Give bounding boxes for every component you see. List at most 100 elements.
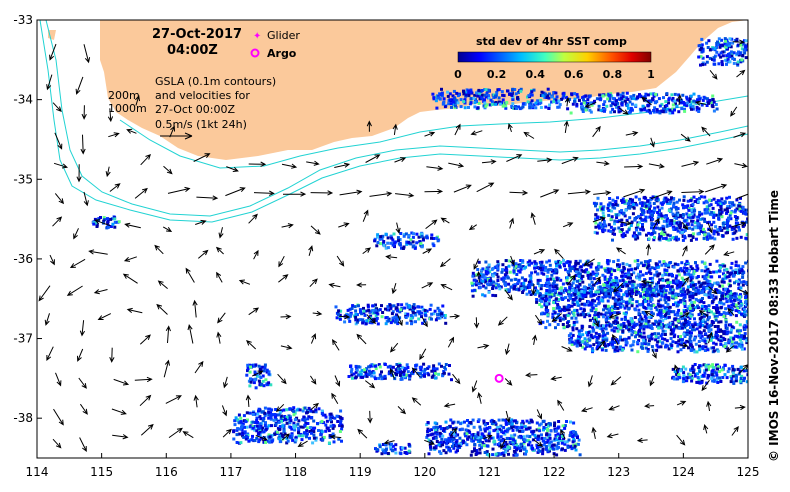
sst-cell bbox=[512, 270, 516, 274]
sst-cell bbox=[504, 106, 508, 110]
sst-cell bbox=[366, 303, 370, 307]
sst-cell bbox=[530, 261, 534, 265]
sst-cell bbox=[559, 278, 563, 282]
sst-cell bbox=[614, 299, 618, 303]
sst-cell bbox=[482, 284, 486, 288]
sst-cell bbox=[282, 429, 286, 433]
sst-cell bbox=[659, 313, 662, 317]
sst-cell bbox=[614, 203, 618, 206]
sst-cell bbox=[348, 307, 352, 311]
sst-cell bbox=[632, 93, 636, 97]
sst-cell bbox=[732, 302, 736, 306]
sst-cell bbox=[489, 98, 493, 102]
sst-cell bbox=[668, 261, 672, 265]
sst-cell bbox=[279, 414, 283, 418]
sst-cell bbox=[366, 305, 370, 309]
sst-cell bbox=[651, 348, 655, 352]
sst-cell bbox=[638, 197, 641, 201]
sst-cell bbox=[656, 336, 660, 340]
sst-cell bbox=[690, 197, 694, 200]
sst-cell bbox=[671, 294, 675, 298]
sst-cell bbox=[698, 364, 702, 368]
sst-cell bbox=[692, 338, 696, 342]
sst-cell bbox=[624, 199, 628, 203]
sst-cell bbox=[725, 226, 729, 230]
sst-cell bbox=[659, 298, 663, 302]
sst-cell bbox=[691, 370, 695, 374]
sst-cell bbox=[496, 267, 500, 271]
sst-cell bbox=[239, 441, 243, 445]
sst-cell bbox=[737, 264, 741, 268]
sst-cell bbox=[285, 421, 289, 425]
sst-cell bbox=[375, 316, 379, 320]
sst-cell bbox=[639, 326, 642, 330]
sst-cell bbox=[745, 341, 748, 345]
sst-cell bbox=[640, 317, 644, 321]
sst-cell bbox=[669, 346, 673, 350]
sst-cell bbox=[729, 330, 733, 334]
sst-cell bbox=[643, 293, 647, 297]
sst-cell bbox=[617, 219, 621, 223]
sst-cell bbox=[740, 345, 744, 349]
sst-cell bbox=[574, 296, 578, 300]
sst-cell bbox=[497, 88, 501, 92]
sst-cell bbox=[234, 416, 238, 420]
sst-cell bbox=[293, 418, 297, 422]
sst-cell bbox=[661, 291, 665, 295]
sst-cell bbox=[528, 106, 532, 110]
sst-cell bbox=[653, 322, 656, 326]
sst-cell bbox=[691, 294, 695, 298]
sst-cell bbox=[724, 292, 728, 296]
sst-cell bbox=[731, 57, 735, 60]
sst-cell bbox=[707, 315, 711, 319]
sst-cell bbox=[490, 103, 494, 106]
sst-cell bbox=[667, 209, 671, 213]
sst-cell bbox=[608, 197, 612, 200]
sst-cell bbox=[250, 438, 254, 442]
sst-cell bbox=[712, 109, 716, 113]
sst-cell bbox=[700, 37, 704, 41]
sst-cell bbox=[697, 97, 701, 101]
sst-cell bbox=[680, 107, 684, 111]
sst-cell bbox=[693, 226, 697, 230]
sst-cell bbox=[577, 294, 581, 297]
sst-cell bbox=[655, 282, 659, 286]
sst-cell bbox=[699, 217, 702, 221]
sst-cell bbox=[501, 98, 505, 102]
sst-cell bbox=[286, 439, 290, 443]
sst-cell bbox=[725, 275, 729, 279]
sst-cell bbox=[746, 217, 748, 221]
sst-cell bbox=[660, 109, 664, 113]
sst-cell bbox=[661, 319, 665, 323]
sst-cell bbox=[685, 101, 689, 105]
sst-cell bbox=[690, 107, 693, 111]
sst-cell bbox=[487, 94, 490, 98]
sst-cell bbox=[306, 422, 310, 425]
sst-cell bbox=[672, 265, 676, 269]
sst-cell bbox=[733, 281, 736, 285]
sst-cell bbox=[528, 282, 531, 286]
sst-cell bbox=[246, 434, 250, 438]
sst-cell bbox=[551, 277, 555, 281]
sst-cell bbox=[575, 104, 579, 108]
sst-cell bbox=[289, 419, 293, 423]
sst-cell bbox=[671, 320, 675, 324]
sst-cell bbox=[707, 39, 711, 43]
sst-cell bbox=[405, 363, 409, 367]
sst-cell bbox=[431, 374, 435, 378]
sst-cell bbox=[568, 297, 572, 301]
sst-cell bbox=[443, 314, 447, 317]
sst-cell bbox=[544, 326, 548, 330]
sst-cell bbox=[630, 273, 633, 277]
sst-cell bbox=[408, 307, 412, 311]
sst-cell bbox=[330, 414, 334, 418]
sst-cell bbox=[257, 407, 261, 411]
sst-cell bbox=[687, 269, 691, 273]
sst-cell bbox=[541, 294, 545, 298]
sst-cell bbox=[711, 363, 715, 367]
sst-cell bbox=[435, 106, 439, 110]
sst-cell bbox=[734, 373, 738, 377]
sst-cell bbox=[655, 196, 659, 200]
sst-cell bbox=[650, 287, 654, 291]
sst-cell bbox=[589, 333, 593, 337]
